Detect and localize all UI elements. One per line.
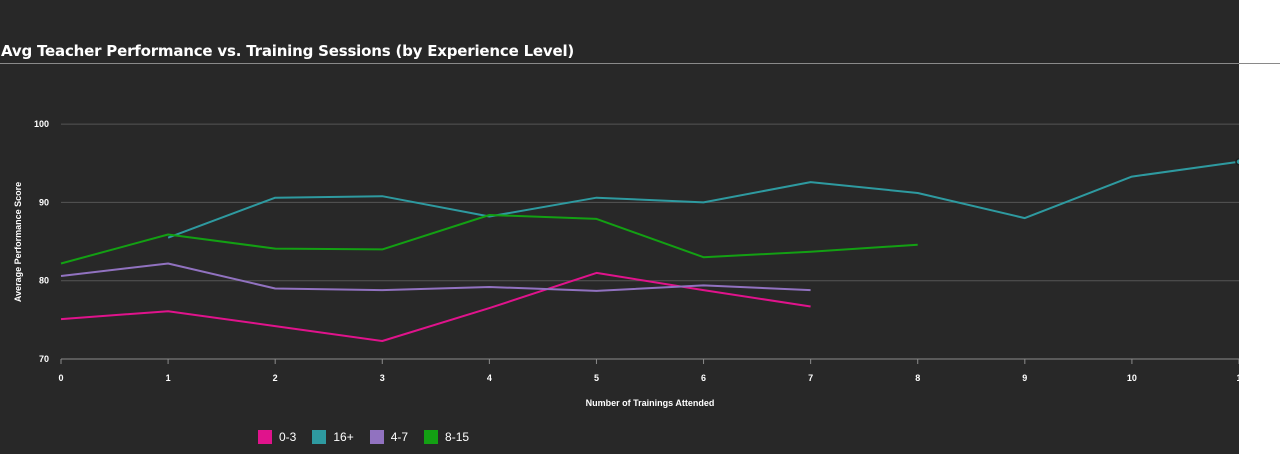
data-point-8-15[interactable] <box>702 255 706 259</box>
chart-title: Avg Teacher Performance vs. Training Ses… <box>1 42 575 60</box>
legend-swatch <box>312 430 327 444</box>
plot-area: 70 80 90 100 0 1 2 3 4 5 6 7 8 9 10 1 Number of Traini… <box>13 119 1239 408</box>
legend-swatch <box>424 430 439 444</box>
y-tick-label: 70 <box>39 354 49 364</box>
y-tick-labels: 70 80 90 100 <box>34 119 49 364</box>
legend-label: 16+ <box>333 430 354 444</box>
data-point-0-3[interactable] <box>273 324 277 328</box>
data-point-8-15[interactable] <box>273 247 277 251</box>
data-point-8-15[interactable] <box>380 247 384 251</box>
legend-label: 0-3 <box>279 430 297 444</box>
x-axis-title: Number of Trainings Attended <box>586 398 715 408</box>
data-point-0-3[interactable] <box>59 317 63 321</box>
y-tick-label: 80 <box>39 276 49 286</box>
series-line-16+ <box>167 160 1239 239</box>
x-tick-label: 1 <box>166 373 171 383</box>
legend-swatch <box>258 430 272 444</box>
data-point-4-7[interactable] <box>273 287 277 291</box>
data-point-16+[interactable] <box>1023 216 1027 220</box>
legend-label: 8-15 <box>445 430 470 444</box>
data-point-8-15[interactable] <box>59 261 63 265</box>
x-tick-label: 0 <box>58 373 63 383</box>
y-axis-title: Average Performance Score <box>13 182 23 302</box>
data-point-0-3[interactable] <box>809 305 813 309</box>
data-point-4-7[interactable] <box>380 288 384 292</box>
x-tick-label: 5 <box>594 373 599 383</box>
data-point-0-3[interactable] <box>487 306 491 310</box>
series-lines <box>59 157 1239 343</box>
hover-marker[interactable] <box>1235 157 1239 166</box>
data-point-8-15[interactable] <box>487 213 491 217</box>
x-tick-label: 6 <box>701 373 706 383</box>
x-tick-label: 10 <box>1127 373 1137 383</box>
data-point-0-3[interactable] <box>380 339 384 343</box>
data-point-16+[interactable] <box>273 196 277 200</box>
data-point-16+[interactable] <box>380 194 384 198</box>
data-point-16+[interactable] <box>702 200 706 204</box>
title-divider <box>0 63 1280 64</box>
x-tick-labels: 0 1 2 3 4 5 6 7 8 9 10 1 <box>58 373 1239 383</box>
data-point-16+[interactable] <box>809 180 813 184</box>
x-tick-label: 1 <box>1236 373 1239 383</box>
x-tick-label: 9 <box>1022 373 1027 383</box>
data-point-16+[interactable] <box>1130 175 1134 179</box>
series-line-4-7 <box>60 262 811 292</box>
data-point-4-7[interactable] <box>487 285 491 289</box>
data-point-16+[interactable] <box>594 196 598 200</box>
legend-item-4-7[interactable]: 4-7 <box>369 430 409 444</box>
legend: 0-3 16+ 4-7 8-15 <box>258 430 485 444</box>
data-point-8-15[interactable] <box>166 233 170 237</box>
x-tick-label: 2 <box>273 373 278 383</box>
legend-item-8-15[interactable]: 8-15 <box>424 430 469 444</box>
data-point-4-7[interactable] <box>166 261 170 265</box>
data-point-4-7[interactable] <box>594 289 598 293</box>
legend-label: 4-7 <box>390 430 409 444</box>
legend-swatch <box>369 430 384 444</box>
y-tick-label: 100 <box>34 119 49 129</box>
x-tick-label: 3 <box>380 373 385 383</box>
data-point-16+[interactable] <box>916 191 920 195</box>
data-point-0-3[interactable] <box>702 288 706 292</box>
data-point-8-15[interactable] <box>809 250 813 254</box>
data-point-0-3[interactable] <box>166 309 170 313</box>
data-point-8-15[interactable] <box>594 217 598 221</box>
data-point-4-7[interactable] <box>702 283 706 287</box>
y-tick-label: 90 <box>39 197 49 207</box>
data-point-4-7[interactable] <box>809 288 813 292</box>
legend-item-0-3[interactable]: 0-3 <box>258 430 296 444</box>
data-point-4-7[interactable] <box>59 274 63 278</box>
data-point-8-15[interactable] <box>916 243 920 247</box>
x-tick-label: 8 <box>915 373 920 383</box>
data-point-0-3[interactable] <box>594 271 598 275</box>
series-line-0-3 <box>60 271 811 342</box>
legend-item-16+[interactable]: 16+ <box>312 430 354 444</box>
series-line-8-15 <box>60 214 918 265</box>
x-tick-label: 7 <box>808 373 813 383</box>
x-tick-label: 4 <box>487 373 492 383</box>
